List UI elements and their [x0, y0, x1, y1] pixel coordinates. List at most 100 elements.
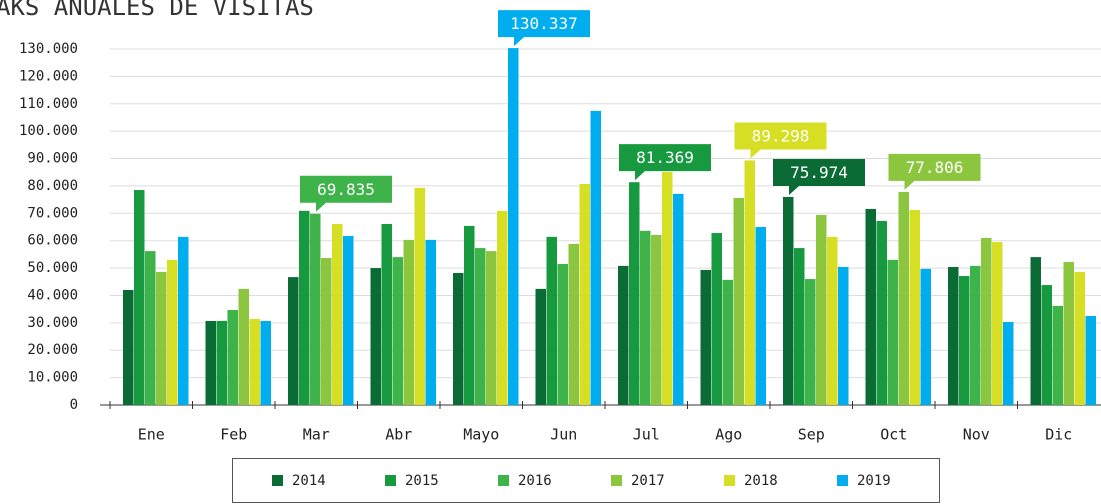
bar — [508, 48, 519, 405]
bar — [651, 234, 662, 405]
value-label: 69.835 — [317, 180, 375, 199]
y-tick-label: 30.000 — [27, 315, 78, 331]
callout-box — [773, 158, 865, 195]
callout-box — [498, 10, 590, 47]
legend-label: 2017 — [631, 473, 665, 489]
bar — [568, 243, 579, 405]
bar — [134, 190, 145, 405]
bar — [805, 279, 816, 405]
bar — [618, 265, 629, 405]
bar — [392, 257, 403, 405]
bar — [722, 279, 733, 405]
legend-swatch — [385, 475, 396, 486]
bar — [909, 210, 920, 405]
bar — [1041, 285, 1052, 405]
y-tick-label: 110.000 — [19, 96, 78, 112]
x-tick-label: Ago — [715, 426, 742, 444]
y-tick-label: 40.000 — [27, 287, 78, 303]
legend-swatch — [837, 475, 848, 486]
bar — [794, 248, 805, 405]
y-tick-label: 10.000 — [27, 370, 78, 386]
bar — [733, 197, 744, 405]
bar — [865, 208, 876, 405]
bar — [414, 187, 425, 405]
bar — [838, 266, 849, 405]
legend-swatch — [272, 475, 283, 486]
bar — [959, 276, 970, 405]
legend-label: 2016 — [518, 473, 552, 489]
value-label: 89.298 — [752, 126, 810, 145]
x-tick-label: Jun — [550, 426, 577, 444]
bar — [887, 259, 898, 405]
value-label: 77.806 — [906, 158, 964, 177]
bar — [827, 236, 838, 405]
bar — [299, 210, 310, 405]
bar — [370, 268, 381, 405]
legend-label: 2019 — [857, 473, 891, 489]
y-tick-label: 120.000 — [19, 68, 78, 84]
bar — [343, 236, 354, 405]
bar — [1052, 305, 1063, 405]
x-tick-label: Nov — [963, 426, 990, 444]
bar — [662, 171, 673, 405]
y-tick-label: 80.000 — [27, 178, 78, 194]
bar — [403, 239, 414, 405]
bar — [700, 269, 711, 405]
callout-box — [619, 144, 711, 181]
y-tick-label: 100.000 — [19, 123, 78, 139]
bar — [783, 196, 794, 405]
bar — [425, 239, 436, 405]
bar — [744, 160, 755, 405]
bar — [238, 288, 249, 405]
y-tick-label: 70.000 — [27, 205, 78, 221]
bar — [475, 248, 486, 405]
bar — [1030, 257, 1041, 405]
y-tick-label: 130.000 — [19, 41, 78, 57]
chart-title: AKS ANUALES DE VISITAS — [0, 0, 314, 21]
bar — [249, 319, 260, 405]
bar — [464, 225, 475, 405]
x-tick-label: Feb — [220, 426, 247, 444]
bar — [970, 265, 981, 405]
callout-box — [300, 175, 392, 212]
bar — [156, 271, 167, 405]
bar — [579, 184, 590, 405]
bar — [673, 193, 684, 405]
bar — [898, 191, 909, 405]
legend-swatch — [724, 475, 735, 486]
x-tick-label: Dic — [1045, 426, 1072, 444]
bar — [497, 210, 508, 405]
bar — [167, 259, 178, 405]
value-label: 75.974 — [790, 163, 848, 182]
bar — [1085, 316, 1096, 405]
legend-swatch — [498, 475, 509, 486]
callout-box — [888, 153, 981, 190]
bar — [381, 223, 392, 405]
bar — [321, 257, 332, 405]
bar — [876, 220, 887, 405]
bar — [453, 273, 464, 405]
bar — [920, 268, 931, 405]
bar — [816, 214, 827, 405]
legend-label: 2014 — [292, 473, 326, 489]
bar — [205, 320, 216, 405]
legend-label: 2015 — [405, 473, 439, 489]
bar — [546, 236, 557, 405]
y-tick-label: 0 — [70, 397, 78, 413]
bar — [535, 288, 546, 405]
bar — [640, 230, 651, 405]
bar — [948, 266, 959, 405]
bar — [123, 289, 134, 405]
bar — [145, 251, 156, 405]
bar — [332, 223, 343, 405]
x-tick-label: Mar — [303, 426, 330, 444]
bar — [557, 263, 568, 405]
bar — [288, 277, 299, 405]
legend-box — [232, 458, 940, 503]
bar — [178, 236, 189, 405]
bar — [629, 182, 640, 405]
y-tick-label: 60.000 — [27, 233, 78, 249]
bar — [310, 213, 321, 405]
bar — [486, 251, 497, 405]
